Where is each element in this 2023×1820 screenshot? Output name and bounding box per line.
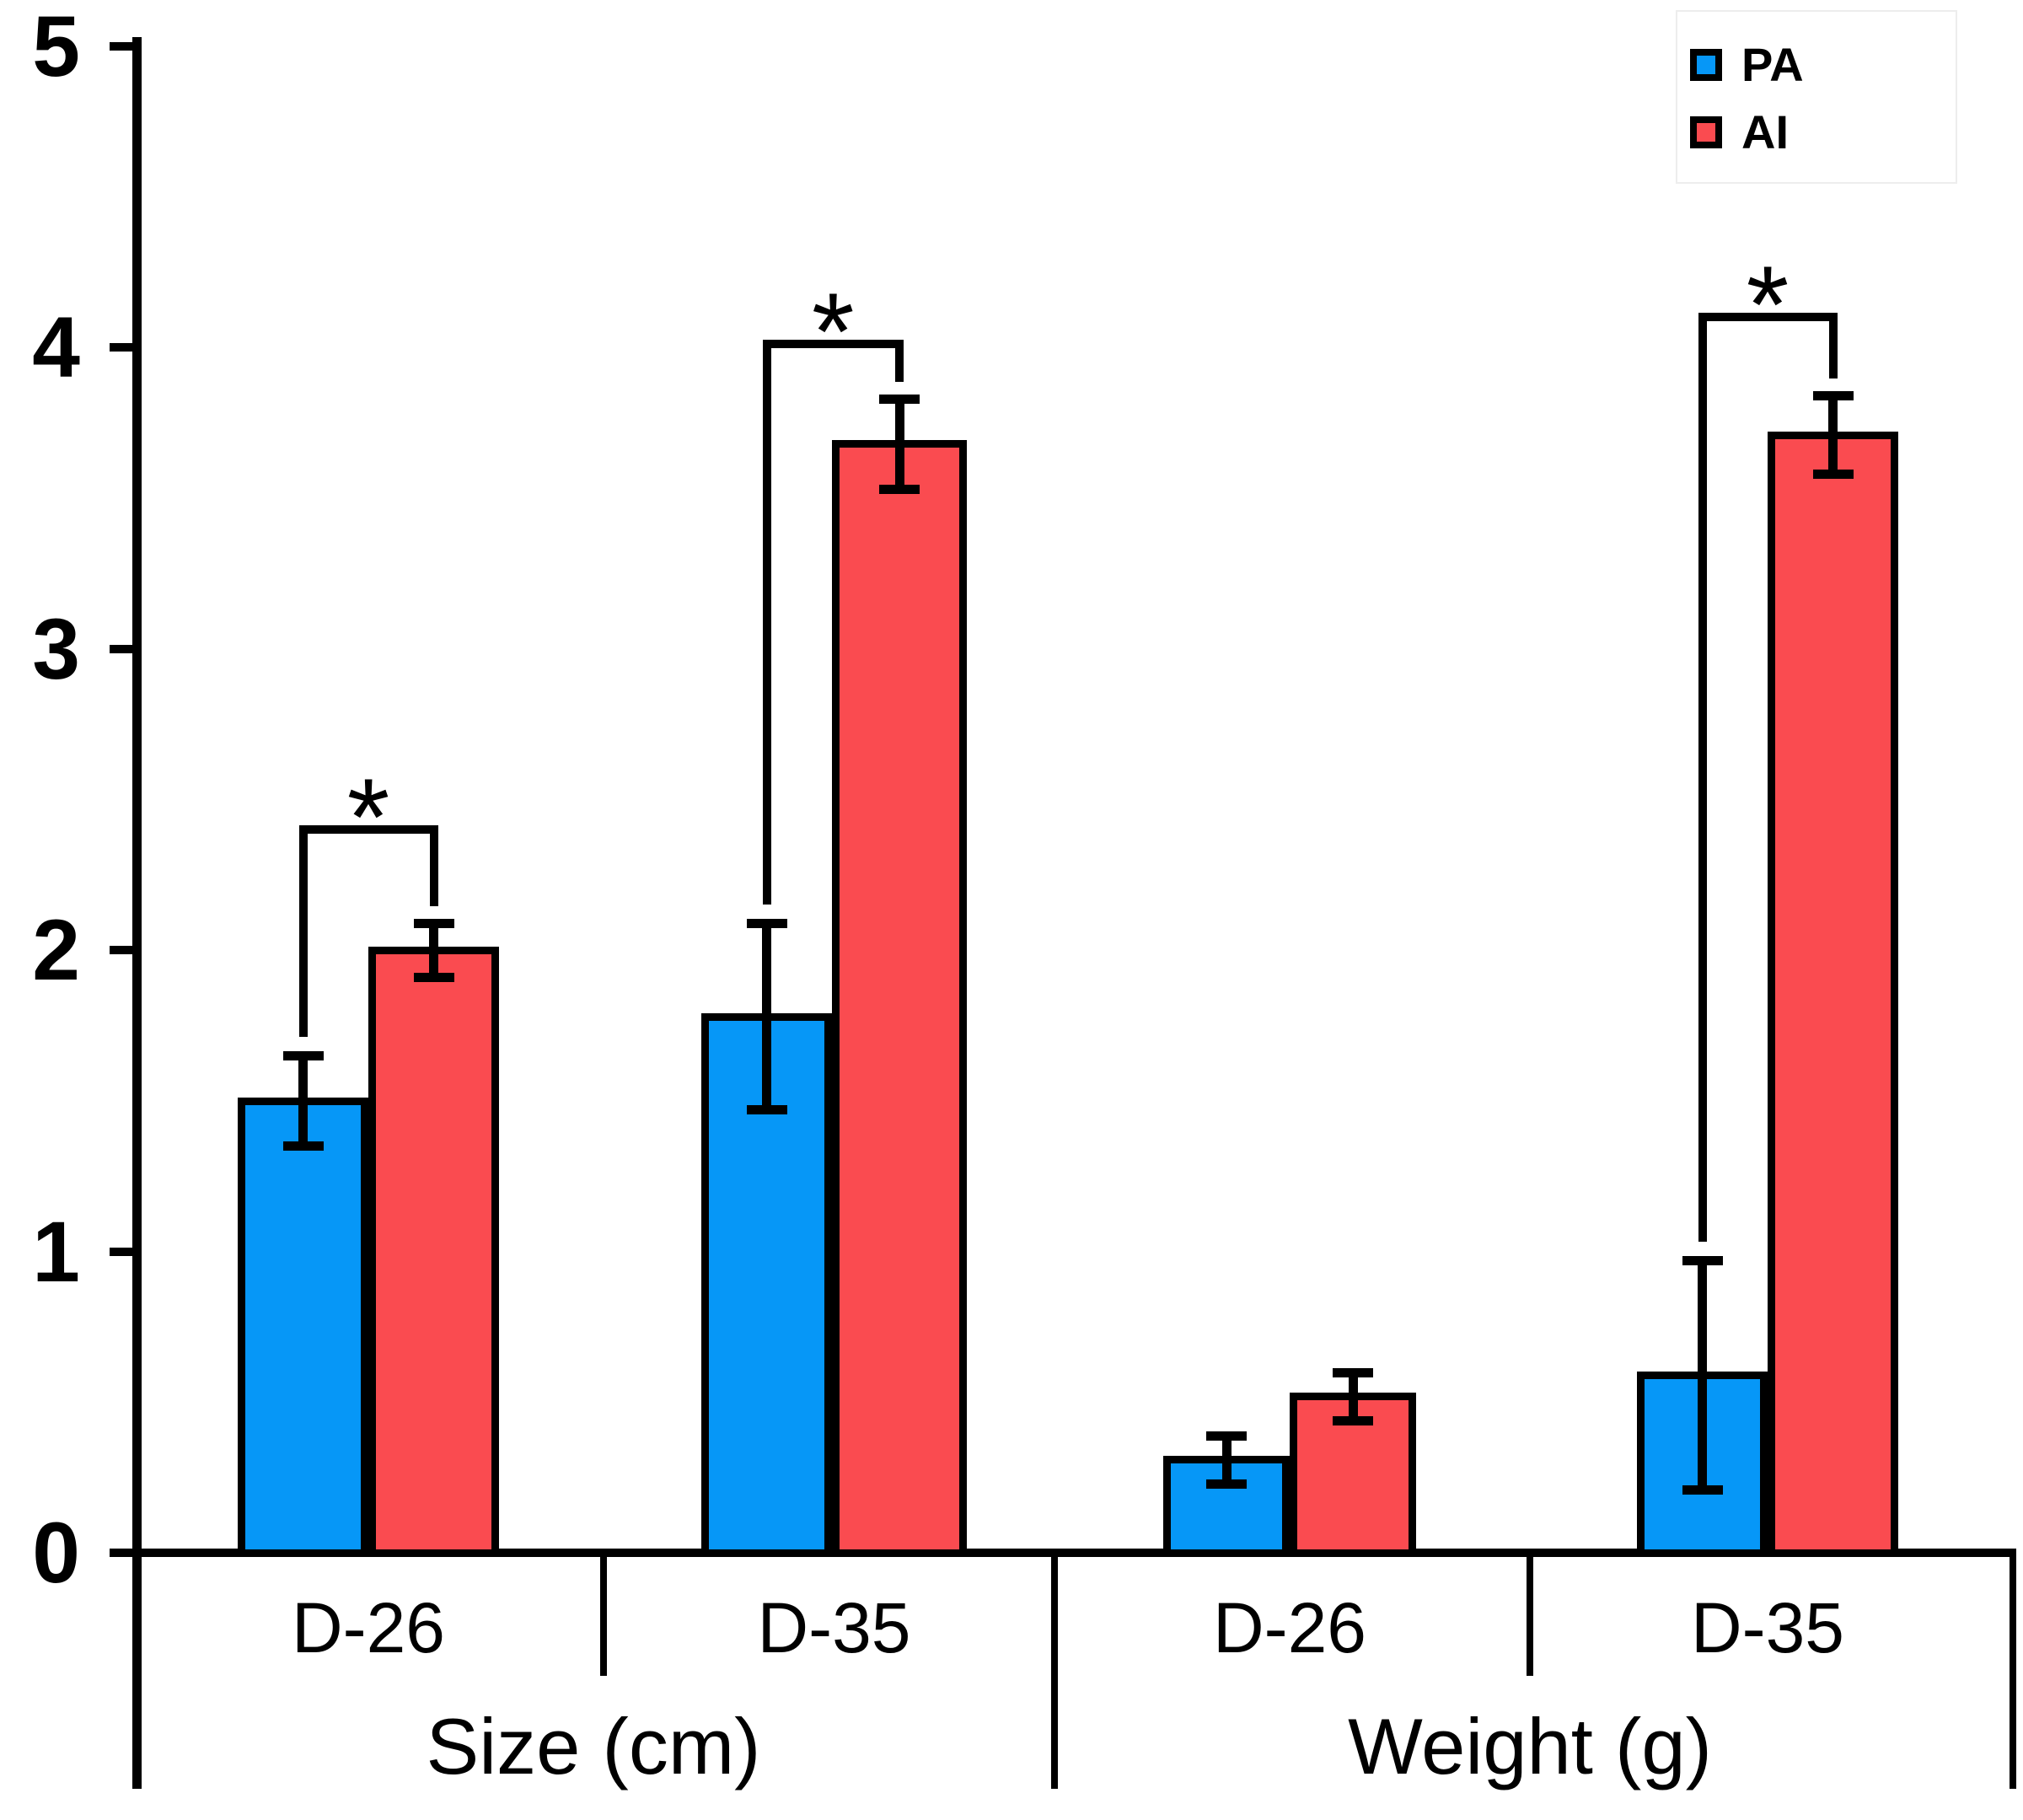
bar-ai-size-d-26 (368, 947, 499, 1557)
y-axis-line (132, 37, 142, 1789)
legend-frame (1676, 10, 1957, 184)
error-bar-line (1221, 1435, 1232, 1484)
error-bar-cap (413, 918, 454, 928)
legend-label-pa: PA (1741, 38, 1804, 91)
legend-label-ai: AI (1741, 105, 1789, 158)
sig-asterisk: * (346, 755, 390, 878)
sig-asterisk: * (811, 270, 855, 394)
y-axis-tick (110, 1549, 142, 1557)
y-axis-tick-label: 1 (32, 1203, 80, 1300)
error-bar-cap (282, 1051, 324, 1061)
error-bar-line (298, 1055, 308, 1146)
group-label: D-35 (1690, 1588, 1845, 1667)
error-bar-cap (1333, 1415, 1373, 1425)
section-divider (1051, 1557, 1058, 1789)
error-bar-cap (413, 973, 454, 983)
group-divider (1527, 1557, 1533, 1676)
sig-bracket-right (1828, 313, 1838, 379)
error-bar-cap (1682, 1256, 1723, 1266)
error-bar-cap (1682, 1484, 1723, 1495)
y-axis-tick (110, 946, 142, 954)
error-bar-line (762, 922, 771, 1110)
error-bar-cap (879, 394, 920, 404)
group-label: D-35 (757, 1588, 911, 1667)
error-bar-cap (746, 1105, 787, 1115)
sig-bracket-top (1698, 313, 1838, 322)
error-bar-line (1828, 395, 1838, 475)
error-bar-cap (1206, 1431, 1247, 1441)
error-bar-line (1348, 1372, 1358, 1420)
error-bar-cap (1206, 1479, 1247, 1489)
y-axis-tick (110, 644, 142, 653)
error-bar-line (1698, 1260, 1707, 1490)
y-axis-tick-label: 2 (32, 902, 80, 998)
error-bar-cap (1812, 470, 1854, 480)
sig-bracket-left (298, 825, 308, 1038)
bar-ai-size-d-35 (832, 440, 967, 1557)
section-label: Weight (g) (1348, 1702, 1712, 1790)
y-axis-tick-label: 5 (32, 0, 80, 94)
group-divider (600, 1557, 607, 1676)
section-label: Size (cm) (426, 1702, 761, 1790)
sig-asterisk: * (1746, 243, 1790, 367)
section-divider (2010, 1557, 2016, 1789)
bar-pa-size-d-26 (238, 1097, 368, 1557)
error-bar-cap (1333, 1367, 1373, 1377)
group-label: D-26 (291, 1588, 446, 1667)
error-bar-cap (879, 485, 920, 495)
x-axis-line (132, 1549, 2016, 1557)
sig-bracket-left (1698, 313, 1707, 1243)
legend-swatch-pa (1690, 49, 1722, 81)
sig-bracket-top (762, 340, 904, 349)
legend-swatch-ai (1690, 116, 1722, 148)
sig-bracket-left (762, 340, 771, 905)
bar-ai-weight-d-35 (1768, 431, 1898, 1557)
y-axis-extension (132, 1557, 142, 1789)
y-axis-tick (110, 343, 142, 352)
y-axis-tick-label: 4 (32, 299, 80, 395)
sig-bracket-right (429, 825, 438, 906)
error-bar-line (894, 398, 904, 490)
sig-bracket-right (895, 340, 904, 382)
error-bar-cap (1812, 391, 1854, 401)
y-axis-tick (110, 41, 142, 51)
y-axis-tick-label: 0 (32, 1505, 80, 1601)
error-bar-cap (282, 1141, 324, 1152)
error-bar-cap (746, 918, 787, 928)
error-bar-line (429, 922, 438, 978)
y-axis-tick (110, 1247, 142, 1256)
y-axis-tick-label: 3 (32, 600, 80, 697)
group-label: D-26 (1212, 1588, 1367, 1667)
sig-bracket-top (298, 825, 438, 834)
